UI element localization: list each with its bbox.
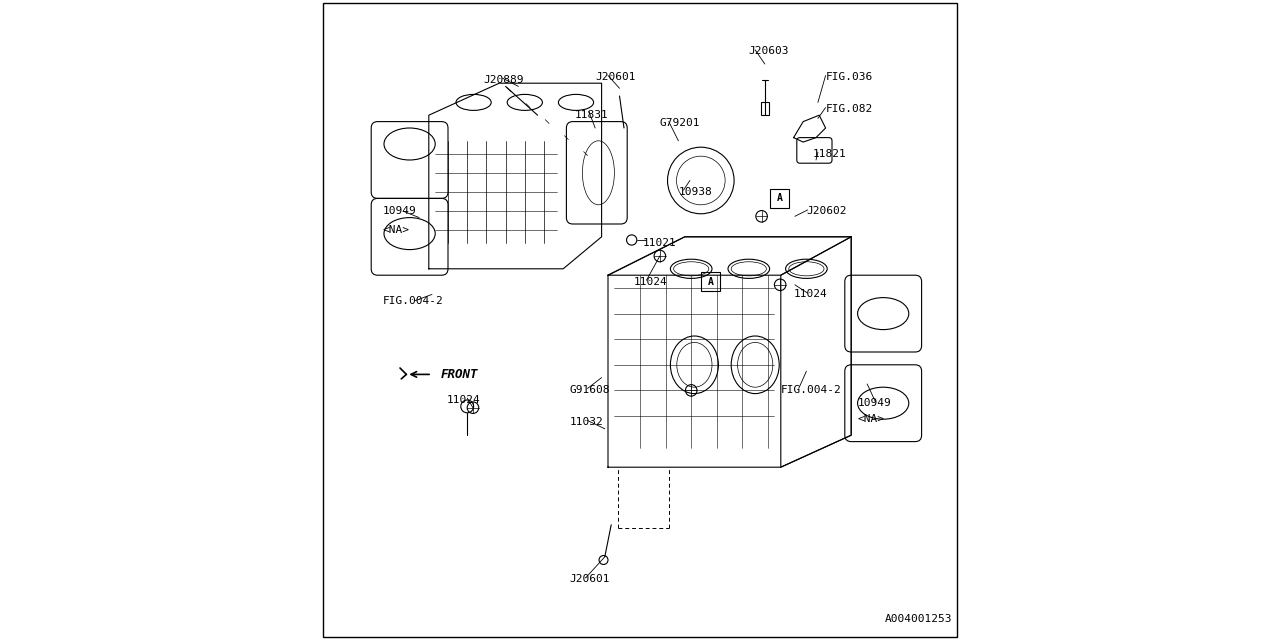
Text: A004001253: A004001253 xyxy=(884,614,952,624)
Text: 11821: 11821 xyxy=(813,148,846,159)
Text: 11024: 11024 xyxy=(447,395,480,405)
Text: 11831: 11831 xyxy=(575,110,608,120)
Text: 10949: 10949 xyxy=(383,206,416,216)
Text: 11021: 11021 xyxy=(644,238,677,248)
Text: J20601: J20601 xyxy=(595,72,636,82)
Text: J20601: J20601 xyxy=(570,574,611,584)
Text: J20602: J20602 xyxy=(806,206,847,216)
Text: FIG.082: FIG.082 xyxy=(826,104,873,114)
Text: 11024: 11024 xyxy=(794,289,827,300)
Text: G79201: G79201 xyxy=(659,118,700,128)
Text: G91608: G91608 xyxy=(570,385,611,396)
Text: 10949: 10949 xyxy=(858,398,891,408)
Text: A: A xyxy=(708,276,713,287)
Text: FIG.036: FIG.036 xyxy=(826,72,873,82)
Text: A: A xyxy=(777,193,782,204)
Text: <NA>: <NA> xyxy=(858,414,884,424)
Text: FIG.004-2: FIG.004-2 xyxy=(781,385,841,396)
Text: J20603: J20603 xyxy=(749,46,790,56)
Text: 10938: 10938 xyxy=(678,187,712,197)
Text: 11032: 11032 xyxy=(570,417,603,428)
Text: FIG.004-2: FIG.004-2 xyxy=(383,296,443,306)
Text: J20889: J20889 xyxy=(484,75,524,85)
Text: FRONT: FRONT xyxy=(440,368,477,381)
Text: 11024: 11024 xyxy=(634,276,667,287)
Text: <NA>: <NA> xyxy=(383,225,410,236)
